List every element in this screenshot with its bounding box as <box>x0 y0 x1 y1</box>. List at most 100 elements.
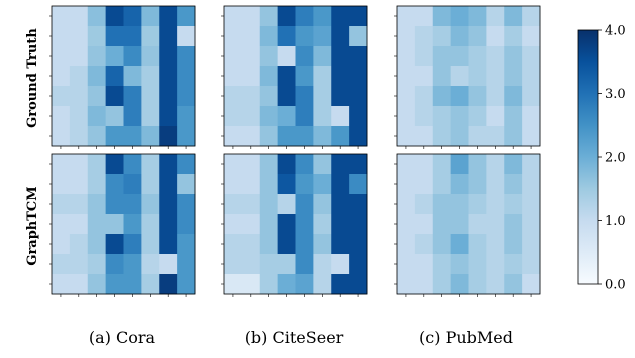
heatmap-cell <box>331 46 350 67</box>
heatmap-cell <box>159 254 178 275</box>
heatmap-cell <box>52 86 71 107</box>
heatmap-cell <box>241 26 261 47</box>
heatmap-cell <box>486 46 505 67</box>
heatmap-cell <box>468 174 487 195</box>
heatmap-cell <box>468 254 487 275</box>
heatmap-cell <box>123 106 142 127</box>
heatmap-cell <box>123 214 142 235</box>
heatmap-cell <box>450 46 469 67</box>
heatmap-cell <box>468 66 487 87</box>
heatmap-cell <box>468 6 487 27</box>
heatmap-cell <box>177 214 196 235</box>
heatmap-cell <box>259 126 279 147</box>
heatmap-cell <box>522 254 541 275</box>
heatmap-cell <box>313 234 332 255</box>
heatmap-cell <box>486 106 505 127</box>
heatmap-cell <box>432 66 452 87</box>
heatmap-cell <box>259 66 279 87</box>
heatmap-cell <box>141 126 160 147</box>
heatmap-cell <box>259 254 279 275</box>
heatmap-cell <box>468 214 487 235</box>
heatmap-cell <box>432 46 452 67</box>
heatmap-cell <box>141 174 160 195</box>
heatmap-cell <box>87 274 107 295</box>
heatmap-cell <box>522 174 541 195</box>
heatmap-panel <box>394 153 541 297</box>
heatmap-cell <box>177 254 196 275</box>
heatmap-cell <box>313 174 332 195</box>
heatmap-panel <box>221 5 368 149</box>
heatmap-cell <box>414 106 434 127</box>
heatmap-cell <box>159 154 178 175</box>
heatmap-cell <box>277 46 296 67</box>
heatmap-cell <box>277 26 296 47</box>
heatmap-cell <box>105 86 124 107</box>
heatmap-cell <box>397 234 416 255</box>
heatmap-cell <box>468 194 487 215</box>
heatmap-cell <box>87 174 107 195</box>
heatmap-cell <box>241 234 261 255</box>
heatmap-cell <box>313 274 332 295</box>
heatmap-cell <box>486 174 505 195</box>
heatmap-cell <box>52 46 71 67</box>
heatmap-cell <box>105 6 124 27</box>
heatmap-cell <box>450 154 469 175</box>
heatmap-cell <box>52 214 71 235</box>
heatmap-cell <box>349 46 368 67</box>
colorbar-tick-label: 4.0 <box>605 24 626 39</box>
heatmap-cell <box>468 154 487 175</box>
heatmap-cell <box>259 46 279 67</box>
heatmap-cell <box>313 154 332 175</box>
heatmap-cell <box>105 194 124 215</box>
heatmap-cell <box>432 86 452 107</box>
heatmap-cell <box>241 126 261 147</box>
caption-cora: (a) Cora <box>89 328 156 347</box>
heatmap-cell <box>105 174 124 195</box>
heatmap-cell <box>241 154 261 175</box>
heatmap-cell <box>313 86 332 107</box>
heatmap-cell <box>349 174 368 195</box>
heatmap-cell <box>105 106 124 127</box>
heatmap-cell <box>69 154 89 175</box>
heatmap-cell <box>241 86 261 107</box>
heatmap-cell <box>69 46 89 67</box>
heatmap-cell <box>87 46 107 67</box>
heatmap-cell <box>123 46 142 67</box>
heatmap-cell <box>331 254 350 275</box>
heatmap-cell <box>432 6 452 27</box>
heatmap-cell <box>397 254 416 275</box>
heatmap-cell <box>123 154 142 175</box>
heatmap-cell <box>87 66 107 87</box>
heatmap-cell <box>504 214 523 235</box>
heatmap-cell <box>331 106 350 127</box>
heatmap-cell <box>52 194 71 215</box>
heatmap-cell <box>241 46 261 67</box>
heatmap-cell <box>349 66 368 87</box>
heatmap-cell <box>259 174 279 195</box>
heatmap-cell <box>177 106 196 127</box>
heatmap-cell <box>105 254 124 275</box>
heatmap-cell <box>397 46 416 67</box>
heatmap-cell <box>397 214 416 235</box>
heatmap-cell <box>105 26 124 47</box>
heatmap-cell <box>414 274 434 295</box>
heatmap-cell <box>52 26 71 47</box>
heatmap-cell <box>486 26 505 47</box>
heatmap-cell <box>259 274 279 295</box>
heatmap-cell <box>141 106 160 127</box>
heatmap-cell <box>504 234 523 255</box>
heatmap-cell <box>313 106 332 127</box>
heatmap-cell <box>432 154 452 175</box>
heatmap-cell <box>486 254 505 275</box>
heatmap-cell <box>504 126 523 147</box>
heatmap-cell <box>105 274 124 295</box>
heatmap-cell <box>397 86 416 107</box>
heatmap-cell <box>313 26 332 47</box>
heatmap-cell <box>224 66 243 87</box>
heatmap-cell <box>259 234 279 255</box>
colorbar-tick-label: 1.0 <box>605 214 626 229</box>
heatmap-cell <box>123 66 142 87</box>
row-label-ground-truth: Ground Truth <box>25 28 40 128</box>
heatmap-cell <box>295 26 314 47</box>
heatmap-cell <box>486 214 505 235</box>
